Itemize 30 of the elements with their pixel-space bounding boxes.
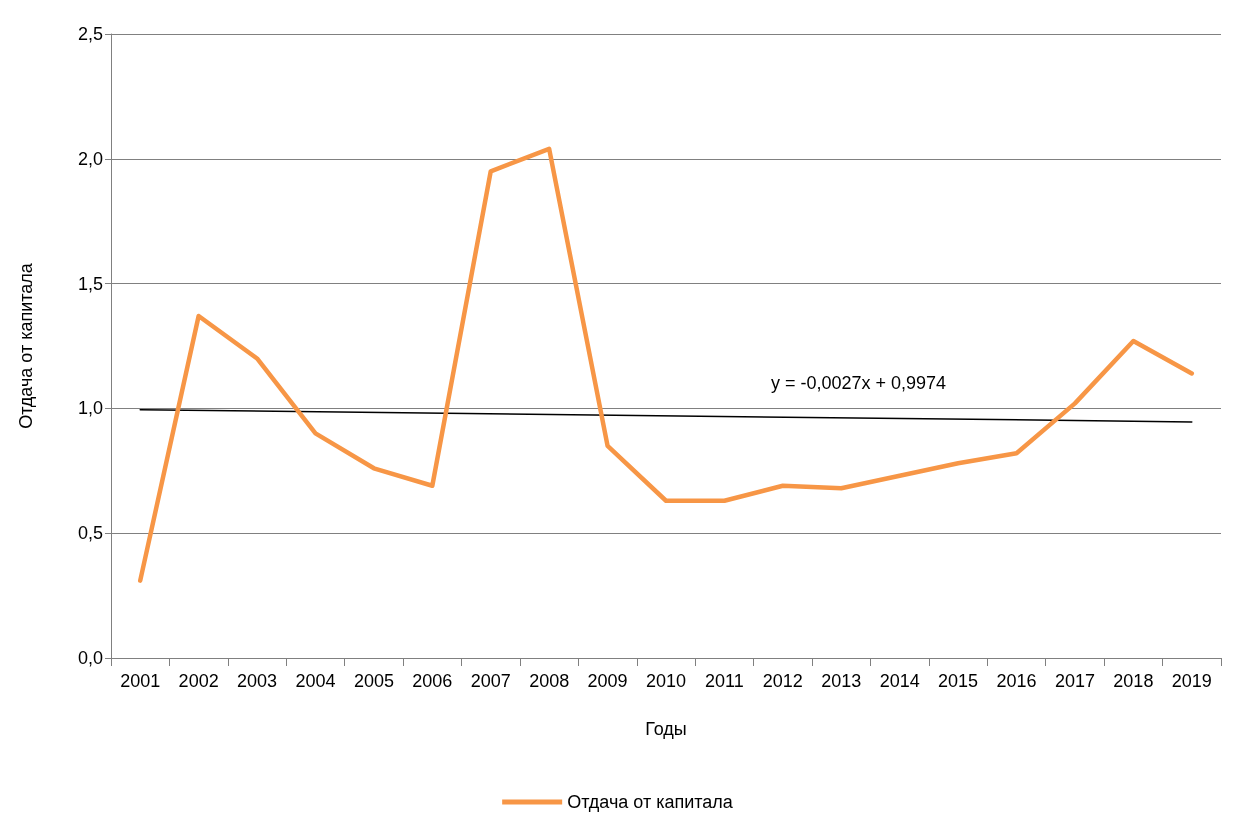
line-series	[137, 146, 1195, 583]
x-tick-label: 2013	[821, 671, 862, 691]
x-tick-label: 2008	[529, 671, 570, 691]
y-axis-title: Отдача от капитала	[16, 262, 36, 429]
x-tick-label: 2005	[353, 671, 394, 691]
x-tick-label: 2003	[237, 671, 278, 691]
x-tick-label: 2019	[1171, 671, 1212, 691]
x-tick-label: 2018	[1113, 671, 1154, 691]
y-tick-label: 2,5	[77, 24, 103, 44]
x-tick-label: 2016	[996, 671, 1037, 691]
x-tick-label: 2012	[762, 671, 803, 691]
y-tick-label: 0,0	[77, 648, 103, 668]
x-tick-label: 2006	[412, 671, 453, 691]
x-tick-label: 2007	[470, 671, 511, 691]
x-tick-label: 2002	[178, 671, 219, 691]
x-tick-label: 2015	[938, 671, 979, 691]
y-tick-label: 1,0	[77, 398, 103, 419]
x-tick-label: 2010	[645, 671, 687, 691]
x-tick-label: 2011	[705, 671, 744, 691]
x-tick-label: 2001	[120, 671, 161, 691]
y-tick-label: 1,5	[77, 273, 103, 294]
legend-label: Отдача от капитала	[567, 792, 734, 812]
annotation: y = -0,0027x + 0,9974	[771, 373, 947, 393]
x-tick-label: 2004	[295, 671, 336, 691]
x-tick-label: 2014	[879, 671, 920, 691]
x-axis-title: Годы	[645, 719, 687, 739]
x-tick-label: 2017	[1054, 671, 1095, 691]
y-tick-label: 0,5	[77, 523, 103, 544]
x-tick-label: 2009	[587, 671, 628, 691]
y-tick-label: 2,0	[77, 148, 103, 169]
